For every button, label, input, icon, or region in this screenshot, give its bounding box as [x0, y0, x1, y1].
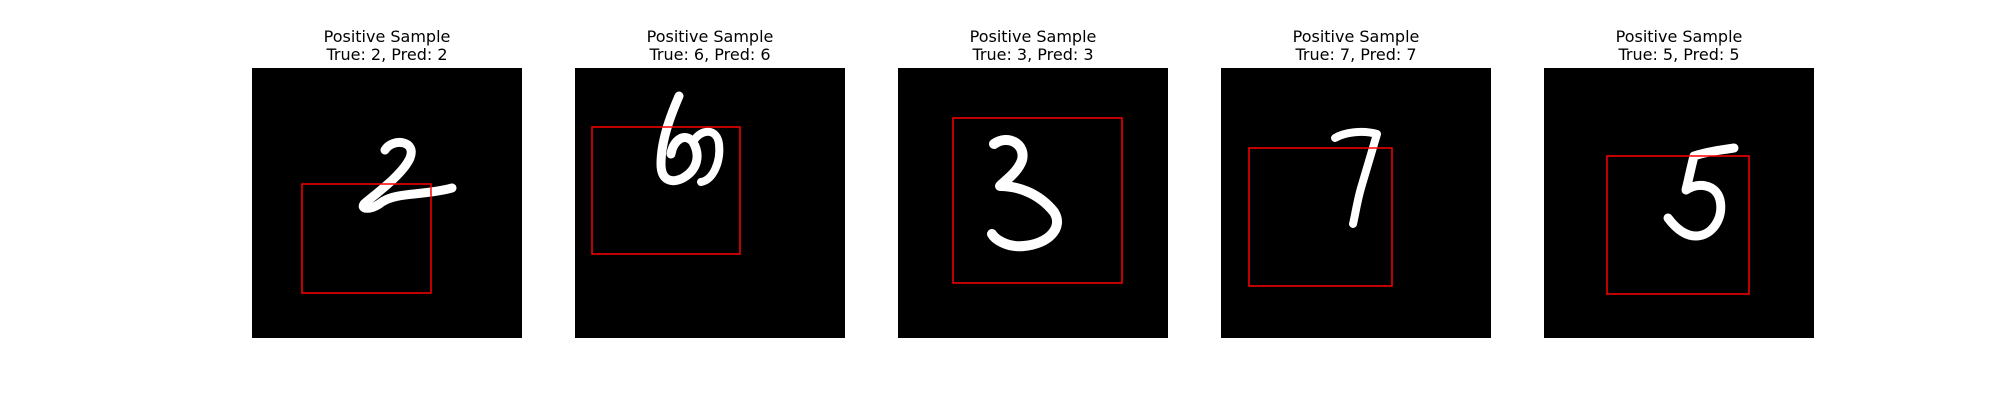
handwritten-digit-6-inner: [689, 127, 724, 186]
bounding-box: [1248, 147, 1393, 287]
panel-title: Positive Sample True: 2, Pred: 2: [212, 28, 562, 64]
bounding-box: [1606, 155, 1750, 295]
digit-image: [252, 68, 522, 338]
handwritten-digit-6: [656, 91, 702, 186]
digit-image: [575, 68, 845, 338]
sample-panel-1: Positive Sample True: 2, Pred: 2: [252, 0, 522, 340]
panel-title-line1: Positive Sample: [1615, 27, 1743, 46]
digit-image: [1544, 68, 1814, 338]
image-background: [575, 68, 845, 338]
sample-panel-3: Positive Sample True: 3, Pred: 3: [898, 0, 1168, 340]
handwritten-digit-3: [987, 135, 1062, 252]
image-background: [898, 68, 1168, 338]
panel-title: Positive Sample True: 7, Pred: 7: [1181, 28, 1531, 64]
panel-title-line1: Positive Sample: [646, 27, 774, 46]
handwritten-digit-7: [1331, 127, 1381, 228]
panel-title-line2: True: 6, Pred: 6: [649, 45, 771, 64]
bounding-box: [952, 117, 1123, 284]
sample-panel-2: Positive Sample True: 6, Pred: 6: [575, 0, 845, 340]
panel-title-line2: True: 7, Pred: 7: [1295, 45, 1417, 64]
image-background: [1544, 68, 1814, 338]
panel-title: Positive Sample True: 3, Pred: 3: [858, 28, 1208, 64]
handwritten-digit-2: [358, 138, 457, 213]
panel-title-line2: True: 5, Pred: 5: [1618, 45, 1740, 64]
panel-title-line2: True: 2, Pred: 2: [326, 45, 448, 64]
digit-image: [1221, 68, 1491, 338]
panel-title-line1: Positive Sample: [323, 27, 451, 46]
sample-panel-4: Positive Sample True: 7, Pred: 7: [1221, 0, 1491, 340]
sample-panel-5: Positive Sample True: 5, Pred: 5: [1544, 0, 1814, 340]
bounding-box: [301, 183, 432, 294]
panel-title: Positive Sample True: 6, Pred: 6: [535, 28, 885, 64]
panel-title-line1: Positive Sample: [1292, 27, 1420, 46]
panel-title-line2: True: 3, Pred: 3: [972, 45, 1094, 64]
handwritten-digit-5: [1663, 143, 1739, 241]
panel-title: Positive Sample True: 5, Pred: 5: [1504, 28, 1854, 64]
digit-image: [898, 68, 1168, 338]
bounding-box: [591, 126, 741, 255]
panel-title-line1: Positive Sample: [969, 27, 1097, 46]
